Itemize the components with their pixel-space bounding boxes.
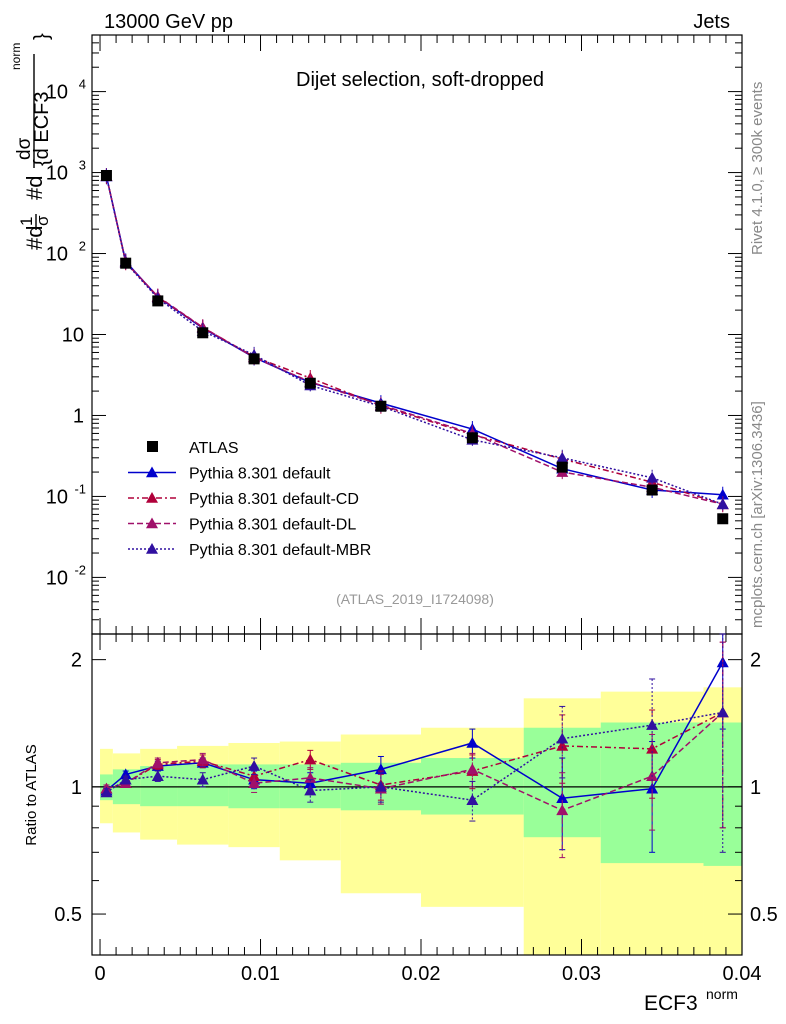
ratio-marker-3	[119, 773, 132, 785]
y-tick-label-exp: -2	[74, 562, 86, 577]
data-point-atlas	[717, 513, 729, 525]
x-tick-label: 0.04	[723, 963, 762, 985]
y-tick-label: 10	[46, 82, 68, 104]
data-point-atlas	[375, 400, 387, 412]
svg-text:σ: σ	[33, 215, 52, 226]
legend-marker	[146, 492, 158, 503]
main-y-axis-label: #d 1 σ #d dσ {d ECF3 norm }	[9, 33, 53, 250]
data-point-atlas	[152, 295, 164, 307]
ratio-marker-3	[196, 773, 209, 785]
chart-title: Dijet selection, soft-dropped	[296, 69, 544, 91]
svg-text:1: 1	[17, 217, 36, 226]
ratio-y-axis-label: Ratio to ATLAS	[23, 744, 40, 845]
series-marker-4	[716, 498, 729, 510]
ratio-marker-1	[556, 739, 569, 751]
ratio-marker-0	[556, 792, 569, 804]
svg-text:ECF3: ECF3	[644, 992, 698, 1015]
ratio-plot: 0 0.01 0.02 0.03 0.04 0.5 0.5 1 1 2 2	[54, 633, 778, 985]
ratio-y-tick-label: 1	[71, 777, 82, 799]
y-tick-label: 10	[46, 244, 68, 266]
y-tick-label-exp: 3	[79, 158, 86, 173]
data-point-atlas	[304, 377, 316, 389]
ratio-marker-0	[646, 782, 659, 794]
ratio-y-tick-label: 0.5	[54, 904, 82, 926]
ratio-plot-frame	[91, 633, 743, 956]
ratio-marker-2	[196, 753, 209, 765]
ratio-marker-3	[151, 770, 164, 781]
y-tick-label-exp: 2	[79, 239, 86, 254]
main-plot: 10 -2 10 -1 1 10 10 2 10 3 10 4 ATLAS Pythia 8.301 de…	[46, 34, 743, 650]
y-tick-label: 10	[46, 163, 68, 185]
ratio-marker-2	[556, 804, 569, 816]
data-point-atlas	[466, 432, 478, 444]
y-tick-label: 10	[62, 325, 84, 347]
ratio-y-tick-label: 0.5	[750, 904, 778, 926]
ratio-marker-3	[100, 786, 113, 798]
svg-text:norm: norm	[706, 986, 738, 1002]
svg-text:norm: norm	[9, 43, 23, 70]
y-tick-label: 10	[46, 486, 68, 508]
legend-label: ATLAS	[189, 440, 239, 457]
ratio-marker-3	[716, 706, 729, 718]
ratio-marker-3	[374, 780, 387, 792]
header-right: Jets	[693, 11, 730, 33]
ratio-y-tick-label: 2	[71, 650, 82, 672]
ratio-marker-1	[304, 753, 317, 765]
data-point-atlas	[248, 353, 260, 365]
legend-marker	[146, 543, 158, 554]
rivet-label: Rivet 4.1.0, ≥ 300k events	[749, 82, 766, 255]
svg-text:#d: #d	[22, 226, 47, 250]
svg-text:#d: #d	[22, 176, 47, 200]
x-tick-label: 0.01	[241, 963, 280, 985]
ratio-marker-2	[248, 777, 261, 789]
ratio-marker-3	[646, 719, 659, 730]
series-marker-4	[556, 451, 569, 463]
y-tick-label-exp: 4	[79, 77, 86, 92]
svg-text:dσ: dσ	[14, 137, 35, 160]
series-marker-1	[716, 488, 729, 500]
legend-marker	[146, 517, 158, 529]
legend-marker	[146, 466, 158, 478]
data-point-atlas	[197, 327, 209, 339]
data-point-atlas	[120, 257, 132, 269]
ratio-marker-3	[466, 794, 479, 805]
y-tick-label: 1	[73, 405, 84, 427]
y-tick-label: 10	[46, 567, 68, 589]
legend-marker	[147, 441, 158, 452]
x-tick-label: 0.03	[562, 963, 601, 985]
ratio-marker-2	[466, 763, 479, 775]
ratio-marker-3	[556, 732, 569, 744]
svg-text:}: }	[31, 33, 53, 40]
data-point-atlas	[100, 169, 112, 181]
ratio-marker-3	[304, 784, 317, 796]
data-point-atlas	[556, 461, 568, 473]
ratio-marker-0	[466, 736, 479, 748]
series-marker-4	[646, 471, 659, 483]
legend-label: Pythia 8.301 default	[189, 466, 331, 483]
ratio-y-tick-label: 1	[750, 777, 761, 799]
ratio-line-3	[106, 711, 723, 801]
analysis-tag: (ATLAS_2019_I1724098)	[336, 591, 494, 607]
legend-label: Pythia 8.301 default-DL	[189, 517, 356, 534]
legend-label: Pythia 8.301 default-MBR	[189, 542, 371, 559]
ratio-marker-2	[151, 756, 164, 768]
x-tick-label: 0	[94, 963, 105, 985]
x-tick-label: 0.02	[402, 963, 441, 985]
legend-label: Pythia 8.301 default-CD	[189, 491, 359, 508]
mcplots-label: mcplots.cern.ch [arXiv:1306.3436]	[749, 401, 766, 628]
svg-text:{d ECF3: {d ECF3	[31, 92, 53, 166]
x-axis-label: ECF3 norm	[644, 986, 738, 1015]
ratio-marker-3	[248, 760, 261, 771]
y-tick-label-exp: -1	[74, 481, 86, 496]
ratio-y-tick-label: 2	[750, 650, 761, 672]
header-left: 13000 GeV pp	[104, 11, 233, 33]
data-point-atlas	[646, 484, 658, 496]
